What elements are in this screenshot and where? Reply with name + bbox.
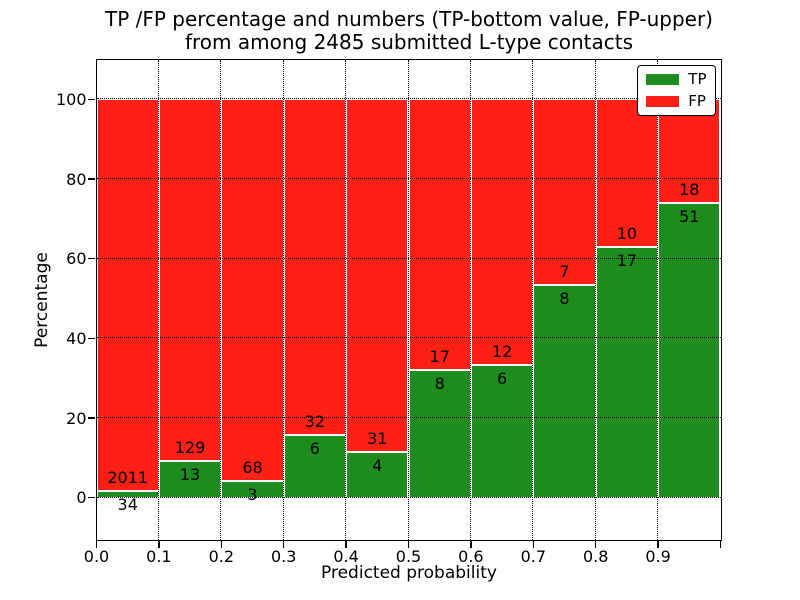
x-tick-label: 0.9 (645, 546, 671, 566)
x-tick-label: 0.5 (395, 546, 422, 566)
bar-segment-tp (408, 370, 471, 498)
y-tick-mark (88, 337, 95, 340)
bar-segment-tp (346, 452, 409, 498)
x-tick-mark (719, 540, 722, 548)
v-gridline (532, 59, 534, 540)
y-tick-label: 60 (66, 249, 87, 269)
x-tick-mark (594, 540, 597, 548)
v-gridline (220, 59, 222, 540)
bar-segment-fp (595, 99, 659, 247)
bar-segment-tp (158, 461, 222, 498)
bar-segment-fp (658, 99, 721, 204)
chart-title: TP /FP percentage and numbers (TP-bottom… (97, 8, 721, 54)
x-tick-mark (345, 540, 347, 548)
y-tick-label: 40 (66, 328, 87, 348)
h-gridline (96, 98, 721, 100)
x-tick-mark (282, 540, 285, 548)
legend-item-fp: FP (646, 91, 706, 110)
y-tick-mark (88, 257, 95, 260)
chart-title-line1: TP /FP percentage and numbers (TP-bottom… (105, 7, 713, 31)
v-gridline (657, 59, 659, 540)
tp-count-label: 34 (117, 495, 138, 515)
legend-label-tp: TP (688, 69, 707, 88)
y-tick-label: 100 (55, 89, 87, 109)
bar-segment-fp (470, 99, 534, 365)
chart-title-line2: from among 2485 submitted L-type contact… (184, 30, 634, 54)
fp-color-swatch (646, 95, 680, 107)
legend-label-fp: FP (688, 91, 706, 110)
x-tick-mark (532, 540, 535, 548)
x-tick-mark (95, 540, 98, 548)
v-gridline (282, 59, 284, 540)
h-gridline (96, 496, 721, 498)
bar-segment-fp (158, 99, 222, 462)
h-gridline (96, 178, 721, 179)
y-tick-mark (88, 98, 95, 101)
x-tick-label: 0.8 (582, 546, 609, 566)
plot-area: TP FP 2011 34 129 13 68 3 32 6 31 4 17 8 12 6 7 8 10 17 18… (56, 58, 722, 566)
x-tick-label: 0.1 (146, 546, 172, 566)
legend-item-tp: TP (646, 69, 707, 88)
x-axis-label: Predicted probability (321, 563, 497, 583)
h-gridline (96, 337, 721, 339)
bar-segment-tp (595, 246, 659, 498)
bar-segment-fp (408, 99, 471, 371)
v-gridline (157, 59, 159, 540)
bar-segment-tp (283, 434, 347, 498)
y-tick-mark (88, 417, 95, 419)
legend: TP FP (637, 64, 716, 116)
y-tick-label: 20 (66, 408, 87, 428)
v-gridline (469, 59, 471, 540)
x-tick-label: 0.4 (333, 546, 359, 566)
bar-segment-tp (658, 203, 721, 498)
x-tick-mark (470, 540, 472, 548)
h-gridline (96, 417, 721, 418)
x-tick-mark (657, 540, 659, 548)
bar-segment-fp (221, 99, 284, 481)
x-tick-label: 0.3 (270, 546, 297, 566)
x-tick-label: 0.6 (458, 546, 484, 566)
x-tick-mark (158, 540, 160, 548)
bar-segment-tp (221, 480, 284, 498)
h-gridline (96, 257, 721, 259)
y-tick-mark (88, 178, 95, 180)
v-gridline (345, 59, 347, 540)
bar-segment-fp (346, 99, 409, 453)
bar-segment-fp (96, 99, 159, 492)
y-tick-label: 0 (76, 488, 87, 508)
v-gridline (594, 59, 596, 540)
x-tick-label: 0.0 (83, 546, 110, 566)
bar-segment-tp (533, 285, 596, 498)
tp-color-swatch (646, 73, 680, 85)
y-tick-mark (88, 496, 95, 499)
v-gridline (407, 59, 409, 540)
bar-segment-fp (283, 99, 347, 435)
x-tick-mark (220, 540, 223, 548)
y-tick-label: 80 (66, 169, 87, 189)
x-tick-label: 0.2 (208, 546, 235, 566)
bar-segment-tp (470, 364, 534, 498)
x-tick-label: 0.7 (520, 546, 547, 566)
x-tick-mark (407, 540, 410, 548)
